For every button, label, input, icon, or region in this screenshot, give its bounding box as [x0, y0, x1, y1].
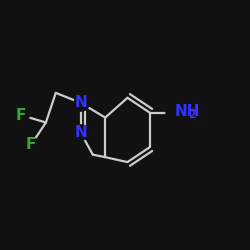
Text: N: N — [74, 95, 87, 110]
Text: NH: NH — [174, 104, 200, 119]
Text: F: F — [26, 137, 36, 152]
Text: N: N — [74, 125, 87, 140]
Text: 2: 2 — [188, 110, 196, 120]
Text: F: F — [16, 108, 26, 122]
